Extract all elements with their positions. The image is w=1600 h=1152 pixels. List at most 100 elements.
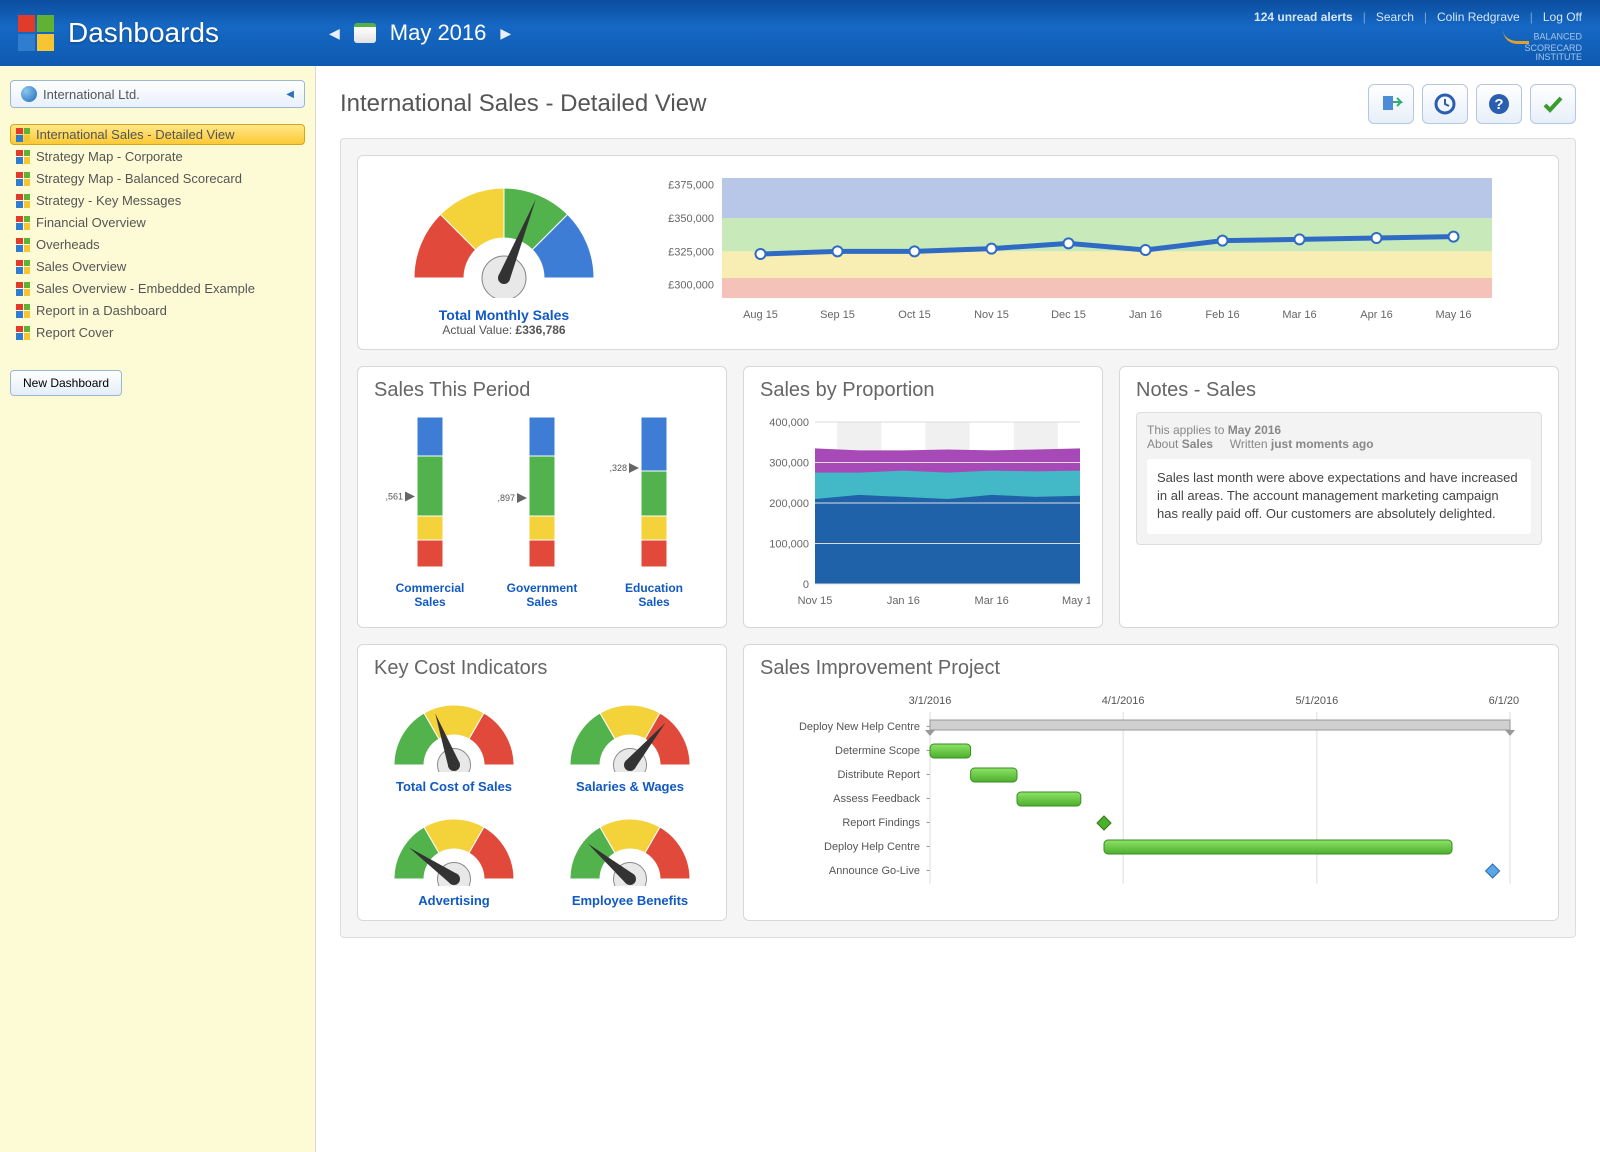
tile-icon (16, 194, 30, 208)
svg-text:6/1/2016: 6/1/2016 (1489, 695, 1520, 707)
svg-text:400,000: 400,000 (769, 417, 809, 429)
search-link[interactable]: Search (1376, 10, 1414, 24)
new-dashboard-button[interactable]: New Dashboard (10, 370, 122, 396)
kci-gauge: Advertising (374, 804, 534, 908)
kci-panel: Key Cost Indicators Total Cost of SalesS… (357, 644, 727, 921)
panel-title: Sales This Period (374, 379, 710, 402)
gauge-title: Total Monthly Sales (374, 307, 634, 323)
svg-text:£350,000: £350,000 (668, 213, 714, 225)
svg-text:Oct 15: Oct 15 (898, 309, 930, 321)
svg-text:Nov 15: Nov 15 (974, 309, 1009, 321)
content-area: International Sales - Detailed View ? To… (316, 66, 1600, 1152)
svg-text:-: - (926, 766, 930, 781)
svg-text:Nov 15: Nov 15 (798, 595, 833, 607)
sales-trend-chart: £375,000£350,000£325,000£300,000Aug 15Se… (652, 168, 1542, 337)
prev-month-button[interactable]: ◀ (329, 25, 340, 42)
brand-logo: BALANCED SCORECARD INSTITUTE (1503, 30, 1582, 62)
panel-title: Key Cost Indicators (374, 657, 710, 680)
tile-icon (16, 304, 30, 318)
alerts-link[interactable]: 124 unread alerts (1254, 10, 1353, 24)
svg-text:Distribute Report: Distribute Report (837, 769, 920, 781)
svg-text:300,000: 300,000 (769, 458, 809, 470)
svg-text:Jan 16: Jan 16 (887, 595, 920, 607)
kci-gauge: Salaries & Wages (550, 690, 710, 794)
sidebar-item[interactable]: Report in a Dashboard (10, 300, 305, 321)
bullet-chart: £217,561CommercialSales (380, 412, 480, 610)
svg-text:£300,000: £300,000 (668, 280, 714, 292)
sidebar-item[interactable]: Strategy - Key Messages (10, 190, 305, 211)
sidebar-item-label: Sales Overview - Embedded Example (36, 281, 255, 296)
tile-icon (16, 172, 30, 186)
tile-icon (16, 216, 30, 230)
svg-text:Jan 16: Jan 16 (1129, 309, 1162, 321)
kci-label: Advertising (374, 893, 534, 908)
export-button[interactable] (1368, 84, 1414, 124)
svg-text:Report Findings: Report Findings (842, 817, 920, 829)
svg-text:-: - (926, 814, 930, 829)
svg-text:Mar 16: Mar 16 (1282, 309, 1316, 321)
sidebar-item[interactable]: Financial Overview (10, 212, 305, 233)
kci-gauge: Employee Benefits (550, 804, 710, 908)
gantt-chart: 3/1/20164/1/20165/1/20166/1/2016Deploy N… (760, 690, 1520, 900)
dashboard-board: Total Monthly Sales Actual Value: £336,7… (340, 138, 1576, 938)
top-panel: Total Monthly Sales Actual Value: £336,7… (357, 155, 1559, 350)
sidebar-item[interactable]: Report Cover (10, 322, 305, 343)
svg-text:May 16: May 16 (1062, 595, 1090, 607)
svg-text:Deploy Help Centre: Deploy Help Centre (824, 841, 920, 853)
svg-text:Sep 15: Sep 15 (820, 309, 855, 321)
kci-label: Employee Benefits (550, 893, 710, 908)
bullet-chart: £63,897GovernmentSales (492, 412, 592, 610)
history-button[interactable] (1422, 84, 1468, 124)
bullet-label: GovernmentSales (492, 581, 592, 610)
calendar-icon[interactable] (354, 23, 376, 43)
svg-text:4/1/2016: 4/1/2016 (1102, 695, 1145, 707)
sidebar-item-label: Strategy Map - Balanced Scorecard (36, 171, 242, 186)
gantt-panel: Sales Improvement Project 3/1/20164/1/20… (743, 644, 1559, 921)
svg-text:55,328: 55,328 (609, 463, 627, 473)
gauge-subtitle: Actual Value: £336,786 (374, 323, 634, 337)
tile-icon (16, 282, 30, 296)
svg-text:Dec 15: Dec 15 (1051, 309, 1086, 321)
sidebar-item[interactable]: Strategy Map - Balanced Scorecard (10, 168, 305, 189)
svg-text:3/1/2016: 3/1/2016 (909, 695, 952, 707)
sidebar-item[interactable]: Overheads (10, 234, 305, 255)
sidebar-item-label: International Sales - Detailed View (36, 127, 235, 142)
svg-text:May 16: May 16 (1435, 309, 1471, 321)
area-chart: 400,000 300,000 200,000 100,000 0 Nov 15 Jan 1… (760, 412, 1090, 612)
user-link[interactable]: Colin Redgrave (1437, 10, 1520, 24)
svg-text:Determine Scope: Determine Scope (835, 745, 920, 757)
svg-text:-: - (926, 862, 930, 877)
svg-text:Assess Feedback: Assess Feedback (833, 793, 920, 805)
svg-text:£375,000: £375,000 (668, 180, 714, 192)
sales-this-period-panel: Sales This Period £217,561CommercialSale… (357, 366, 727, 628)
sidebar-item[interactable]: Sales Overview - Embedded Example (10, 278, 305, 299)
svg-text:200,000: 200,000 (769, 498, 809, 510)
org-selector[interactable]: International Ltd. ◀ (10, 80, 305, 108)
globe-icon (21, 86, 37, 102)
logoff-link[interactable]: Log Off (1543, 10, 1582, 24)
tile-icon (16, 326, 30, 340)
svg-text:100,000: 100,000 (769, 539, 809, 551)
sidebar-item[interactable]: Strategy Map - Corporate (10, 146, 305, 167)
dashboard-list: International Sales - Detailed View Strat… (10, 124, 305, 343)
next-month-button[interactable]: ▶ (500, 25, 511, 42)
svg-text:-: - (926, 790, 930, 805)
svg-text:Feb 16: Feb 16 (1205, 309, 1239, 321)
sidebar-item-label: Report in a Dashboard (36, 303, 167, 318)
bullet-label: EducationSales (604, 581, 704, 610)
page-toolbar: ? (1368, 84, 1576, 124)
sidebar: International Ltd. ◀ International Sales… (0, 66, 316, 1152)
current-period-label[interactable]: May 2016 (390, 20, 487, 46)
help-button[interactable]: ? (1476, 84, 1522, 124)
top-links: 124 unread alerts| Search| Colin Redgrav… (1254, 10, 1582, 24)
sidebar-item[interactable]: Sales Overview (10, 256, 305, 277)
bullet-label: CommercialSales (380, 581, 480, 610)
svg-text:Mar 16: Mar 16 (975, 595, 1009, 607)
sidebar-item[interactable]: International Sales - Detailed View (10, 124, 305, 145)
note-body: Sales last month were above expectations… (1147, 459, 1531, 534)
chevron-left-icon: ◀ (286, 89, 294, 100)
approve-button[interactable] (1530, 84, 1576, 124)
tile-icon (16, 128, 30, 142)
svg-text:0: 0 (803, 579, 809, 591)
bullet-charts: £217,561CommercialSales£63,897Government… (374, 412, 710, 610)
